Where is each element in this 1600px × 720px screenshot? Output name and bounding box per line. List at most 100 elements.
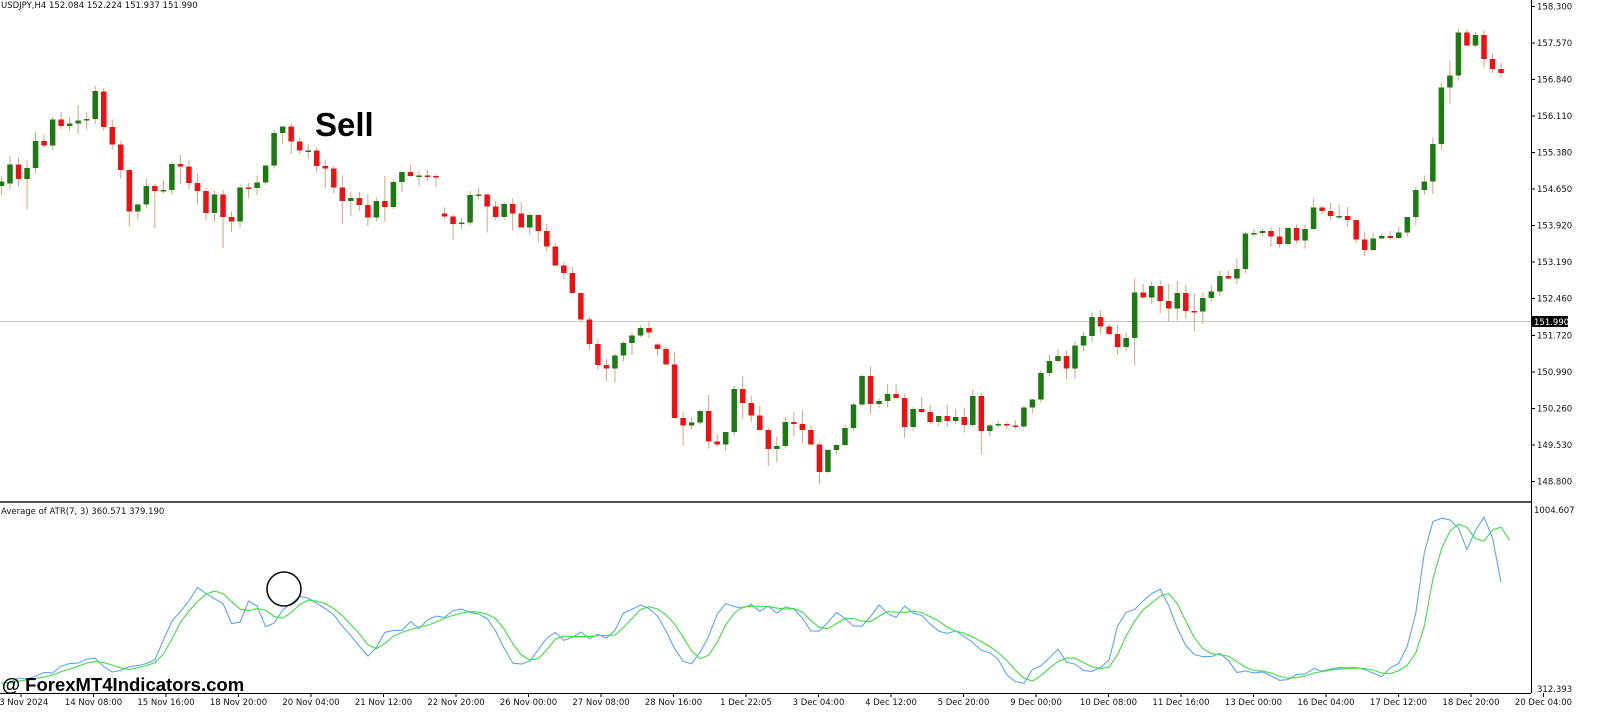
bear-candle-body bbox=[109, 127, 116, 145]
price-tick-label: 156.110 bbox=[1537, 112, 1572, 122]
bear-candle-body bbox=[58, 119, 64, 126]
bear-candle-body bbox=[450, 216, 456, 224]
bear-candle-body bbox=[1225, 276, 1232, 279]
bull-candle-body bbox=[254, 182, 260, 188]
bull-candle-body bbox=[1447, 75, 1453, 88]
bull-candle-body bbox=[0, 181, 5, 186]
bull-candle-body bbox=[279, 126, 286, 133]
bear-candle-body bbox=[1004, 424, 1010, 426]
indicator-axis-min: 312.393 bbox=[1537, 685, 1572, 695]
bull-candle-body bbox=[1123, 338, 1129, 347]
bull-candle-body bbox=[850, 404, 857, 428]
chart-info-label: USDJPY,H4 152.084 152.224 151.937 151.99… bbox=[1, 1, 198, 11]
bear-candle-body bbox=[978, 396, 985, 431]
bear-candle-body bbox=[748, 403, 755, 416]
bull-candle-body bbox=[629, 335, 635, 343]
bear-candle-body bbox=[1165, 301, 1172, 309]
bull-candle-body bbox=[237, 187, 243, 222]
bull-candle-body bbox=[1029, 399, 1036, 408]
bull-candle-body bbox=[305, 150, 311, 152]
bear-candle-body bbox=[186, 166, 192, 183]
bull-candle-body bbox=[75, 120, 81, 124]
indicator-axis-max: 1004.607 bbox=[1534, 506, 1575, 516]
current-price-marker bbox=[1532, 316, 1568, 327]
bear-candle-body bbox=[1183, 293, 1189, 311]
bear-candle-body bbox=[927, 412, 933, 422]
bull-candle-body bbox=[884, 394, 891, 401]
bear-candle-body bbox=[544, 231, 550, 247]
bull-candle-body bbox=[1404, 217, 1411, 233]
bear-candle-body bbox=[1319, 207, 1325, 211]
bull-candle-body bbox=[1046, 361, 1053, 373]
price-axis: 158.300 157.570 156.840 156.110 155.380 154.6… bbox=[1531, 3, 1572, 488]
time-tick-label: 11 Dec 16:00 bbox=[1152, 698, 1209, 708]
time-tick-label: 13 Nov 2024 bbox=[0, 698, 48, 708]
bull-candle-body bbox=[416, 175, 422, 177]
bull-candle-body bbox=[970, 396, 976, 425]
bull-candle-body bbox=[348, 198, 354, 201]
bear-candle-body bbox=[492, 206, 499, 217]
bull-candle-body bbox=[1080, 336, 1087, 346]
time-tick-label: 4 Dec 12:00 bbox=[865, 698, 917, 708]
time-axis: 13 Nov 2024 14 Nov 08:00 15 Nov 16:00 18 No… bbox=[0, 693, 1572, 708]
bull-candle-body bbox=[910, 409, 916, 427]
bear-candle-body bbox=[1157, 286, 1163, 301]
bull-candle-body bbox=[458, 222, 465, 224]
bear-candle-body bbox=[569, 273, 576, 293]
time-tick-label: 18 Dec 20:00 bbox=[1442, 698, 1499, 708]
price-tick-label: 152.460 bbox=[1537, 295, 1572, 305]
price-tick-label: 154.650 bbox=[1537, 185, 1572, 195]
bear-candle-body bbox=[322, 166, 329, 169]
bear-candle-body bbox=[1191, 311, 1198, 313]
price-tick-label: 156.840 bbox=[1537, 76, 1572, 86]
bear-candle-body bbox=[518, 213, 524, 228]
price-tick-label: 150.990 bbox=[1537, 368, 1572, 378]
bear-candle-body bbox=[1268, 231, 1274, 237]
bull-candle-body bbox=[697, 411, 703, 423]
time-tick-label: 1 Dec 22:05 bbox=[720, 698, 772, 708]
bull-candle-body bbox=[467, 195, 473, 223]
bear-candle-body bbox=[15, 164, 22, 179]
bear-candle-body bbox=[484, 194, 490, 207]
bear-candle-body bbox=[152, 186, 158, 191]
bear-candle-body bbox=[765, 430, 772, 449]
bull-candle-body bbox=[160, 190, 167, 192]
bear-candle-body bbox=[816, 444, 823, 472]
bull-candle-body bbox=[24, 168, 30, 179]
time-tick-label: 14 Nov 08:00 bbox=[65, 698, 122, 708]
time-tick-label: 20 Dec 04:00 bbox=[1515, 698, 1572, 708]
bear-candle-body bbox=[671, 364, 678, 418]
bear-candle-body bbox=[331, 168, 337, 188]
bull-candle-body bbox=[1302, 229, 1308, 241]
bear-candle-body bbox=[791, 422, 797, 424]
time-tick-label: 15 Nov 16:00 bbox=[137, 698, 194, 708]
bear-candle-body bbox=[654, 344, 661, 349]
bear-candle-body bbox=[893, 394, 899, 398]
bear-candle-body bbox=[1353, 220, 1359, 240]
bear-candle-body bbox=[552, 246, 559, 266]
bull-candle-body bbox=[987, 425, 993, 431]
bear-candle-body bbox=[1106, 326, 1112, 334]
bear-candle-body bbox=[245, 187, 252, 189]
bear-candle-body bbox=[901, 398, 908, 427]
bull-candle-body bbox=[952, 417, 959, 421]
time-tick-label: 26 Nov 00:00 bbox=[500, 698, 557, 708]
bull-candle-body bbox=[169, 164, 175, 190]
bear-candle-body bbox=[365, 205, 371, 218]
bear-candle-body bbox=[1387, 236, 1394, 238]
bear-candle-body bbox=[1498, 69, 1504, 73]
bear-candle-body bbox=[220, 194, 226, 217]
bear-candle-body bbox=[1012, 425, 1019, 427]
bull-candle-body bbox=[1242, 233, 1249, 269]
bull-candle-body bbox=[1310, 207, 1317, 229]
bull-candle-body bbox=[1285, 228, 1291, 244]
bull-candle-body bbox=[1200, 298, 1206, 312]
bear-candle-body bbox=[799, 424, 806, 430]
price-tick-label: 153.920 bbox=[1537, 222, 1572, 232]
bull-candle-body bbox=[731, 389, 737, 432]
bull-candle-body bbox=[637, 328, 644, 336]
bear-candle-body bbox=[1464, 32, 1470, 46]
bull-candle-body bbox=[1251, 233, 1257, 235]
bull-candle-body bbox=[143, 186, 150, 205]
